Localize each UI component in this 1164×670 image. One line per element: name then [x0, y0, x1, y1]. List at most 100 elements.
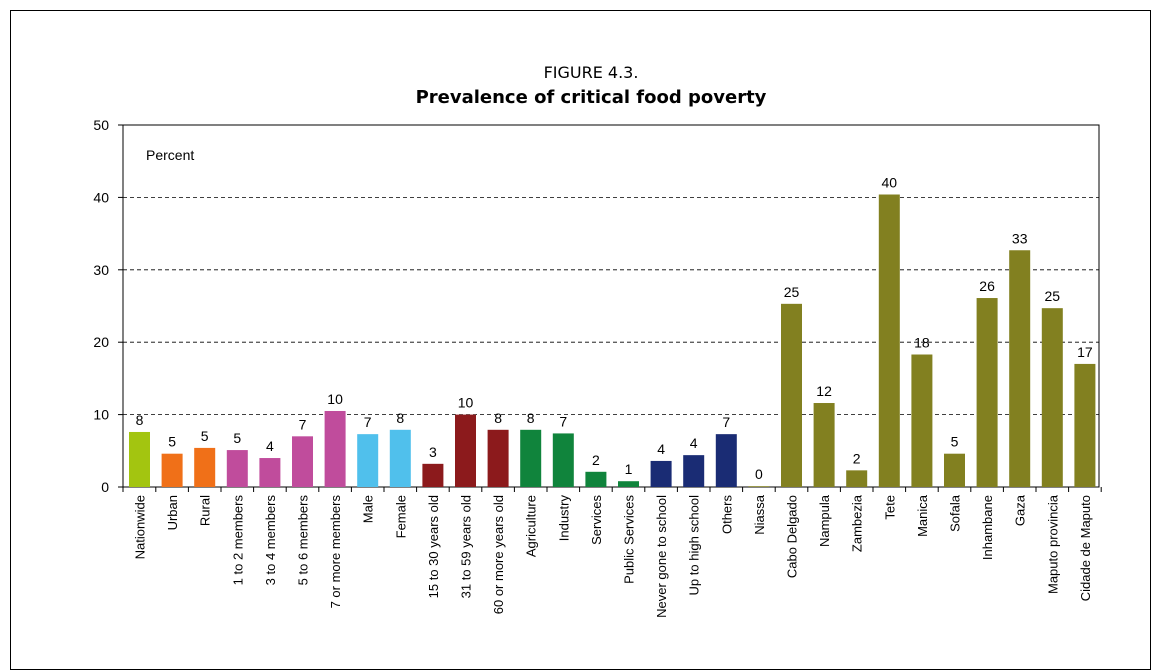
- x-tick-label: Zambezia: [850, 494, 865, 552]
- bar: [715, 434, 737, 487]
- data-label: 18: [914, 335, 930, 351]
- bar: [683, 455, 705, 487]
- data-label: 3: [429, 444, 437, 460]
- x-tick-label: Cidade de Maputo: [1078, 495, 1093, 601]
- x-tick-label: Inhambane: [980, 495, 995, 560]
- data-label: 2: [853, 450, 861, 466]
- data-label: 40: [882, 175, 898, 191]
- x-tick-label: Public Services: [622, 495, 637, 584]
- data-label: 8: [136, 412, 144, 428]
- bar: [846, 470, 868, 487]
- data-label: 1: [625, 461, 633, 477]
- bar: [389, 429, 411, 487]
- bar: [552, 433, 574, 487]
- bar: [455, 414, 476, 487]
- bar: [194, 447, 216, 487]
- bar: [520, 429, 542, 487]
- value-labels: 8 5 5 5 4 7 10 7 8 3 10 8 8 7 2 1 4 4 7 0 25 12 2 40 18 5 26 33 25 17: [136, 175, 1093, 483]
- x-tick-label: Services: [589, 495, 604, 545]
- x-tick-label: Nampula: [817, 494, 832, 547]
- x-tick-label: Never gone to school: [654, 495, 669, 618]
- data-label: 4: [690, 435, 698, 451]
- x-tick-label: 7 or more members: [328, 495, 343, 609]
- bar: [259, 458, 281, 487]
- x-tick-label: 60 or more years old: [491, 495, 506, 614]
- x-tick-label: Niassa: [752, 494, 767, 535]
- bar: [226, 450, 248, 487]
- data-label: 5: [233, 430, 241, 446]
- bar: [944, 453, 965, 487]
- bar: [813, 403, 835, 487]
- data-label: 5: [168, 434, 176, 450]
- x-tick-label: Industry: [556, 495, 571, 542]
- bar: [487, 429, 509, 487]
- x-tick-label: Nationwide: [133, 495, 148, 559]
- bars: [129, 194, 1096, 487]
- bar: [129, 431, 150, 487]
- data-label: 7: [364, 414, 372, 430]
- data-label: 0: [755, 466, 763, 482]
- y-tick-label: 0: [101, 479, 109, 495]
- bar: [1009, 250, 1031, 487]
- figure-frame: FIGURE 4.3. Prevalence of critical food …: [10, 10, 1151, 670]
- bar: [292, 436, 313, 487]
- data-label: 8: [396, 410, 404, 426]
- bar: [585, 471, 607, 487]
- bar: [878, 194, 900, 487]
- x-tick-label: 5 to 6 members: [296, 495, 311, 586]
- y-axis: 0 10 20 30 40 50: [93, 117, 123, 495]
- data-label: 10: [458, 395, 474, 411]
- bar: [1041, 308, 1063, 487]
- bar: [976, 298, 998, 487]
- x-tick-label: 1 to 2 members: [230, 495, 245, 586]
- y-tick-label: 30: [93, 262, 109, 278]
- data-label: 26: [979, 278, 995, 294]
- bar-chart: FIGURE 4.3. Prevalence of critical food …: [93, 63, 1102, 618]
- bar: [748, 486, 770, 487]
- data-label: 8: [494, 410, 502, 426]
- data-label: 7: [722, 414, 730, 430]
- data-label: 7: [559, 413, 567, 429]
- gridlines: [122, 124, 1100, 488]
- x-tick-label: Rural: [198, 495, 213, 526]
- chart-title: FIGURE 4.3.: [544, 63, 639, 82]
- data-label: 25: [784, 284, 800, 300]
- x-tick-label: 15 to 30 years old: [426, 495, 441, 598]
- data-label: 4: [657, 441, 665, 457]
- bar: [1074, 363, 1096, 487]
- x-tick-label: 3 to 4 members: [263, 495, 278, 586]
- data-label: 25: [1045, 288, 1061, 304]
- bar: [650, 460, 672, 487]
- bar: [618, 481, 639, 487]
- bar: [357, 434, 379, 487]
- data-label: 8: [527, 410, 535, 426]
- x-tick-label: Female: [393, 495, 408, 538]
- x-tick-label: Urban: [165, 495, 180, 530]
- y-tick-label: 10: [93, 407, 109, 423]
- x-tick-label: Sofala: [948, 494, 963, 532]
- data-label: 7: [299, 416, 307, 432]
- x-tick-label: Cabo Delgado: [785, 495, 800, 578]
- x-tick-label: Up to high school: [687, 495, 702, 596]
- data-label: 5: [951, 434, 959, 450]
- x-tick-label: Manica: [915, 494, 930, 537]
- x-tick-label: Gaza: [1013, 494, 1028, 526]
- bar: [781, 303, 802, 487]
- bar: [161, 453, 183, 487]
- data-label: 5: [201, 428, 209, 444]
- x-tick-label: Others: [719, 495, 734, 535]
- y-axis-label: Percent: [146, 147, 194, 163]
- x-tick-label: Agriculture: [524, 495, 539, 557]
- data-label: 33: [1012, 230, 1028, 246]
- chart-subtitle: Prevalence of critical food poverty: [416, 87, 767, 108]
- bar: [422, 463, 444, 487]
- y-tick-label: 40: [93, 189, 109, 205]
- bar: [324, 410, 346, 487]
- x-tick-labels: Nationwide Urban Rural 1 to 2 members 3 to 4…: [122, 487, 1102, 618]
- x-tick-label: 31 to 59 years old: [459, 495, 474, 598]
- data-label: 12: [816, 383, 832, 399]
- data-label: 2: [592, 452, 600, 468]
- y-tick-label: 20: [93, 334, 109, 350]
- x-tick-label: Male: [361, 495, 376, 523]
- data-label: 17: [1077, 344, 1093, 360]
